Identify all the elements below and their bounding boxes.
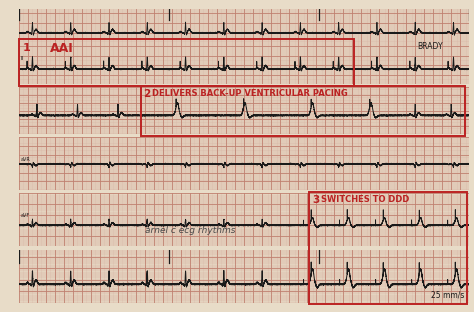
Text: DELIVERS BACK-UP VENTRICULAR PACING: DELIVERS BACK-UP VENTRICULAR PACING [152, 89, 347, 98]
Text: AAI: AAI [50, 42, 73, 55]
Text: SWITCHES TO DDD: SWITCHES TO DDD [321, 195, 409, 204]
Text: BRADY: BRADY [417, 42, 443, 51]
Text: aVF: aVF [20, 213, 29, 218]
Text: II: II [20, 56, 24, 61]
Text: 3: 3 [312, 195, 319, 205]
Text: 1: 1 [23, 43, 30, 53]
Text: aVR: aVR [20, 157, 30, 162]
Text: 25 mm/s: 25 mm/s [431, 291, 465, 300]
Text: 2: 2 [143, 89, 151, 99]
Text: arnel c ecg rhythms: arnel c ecg rhythms [145, 226, 235, 235]
